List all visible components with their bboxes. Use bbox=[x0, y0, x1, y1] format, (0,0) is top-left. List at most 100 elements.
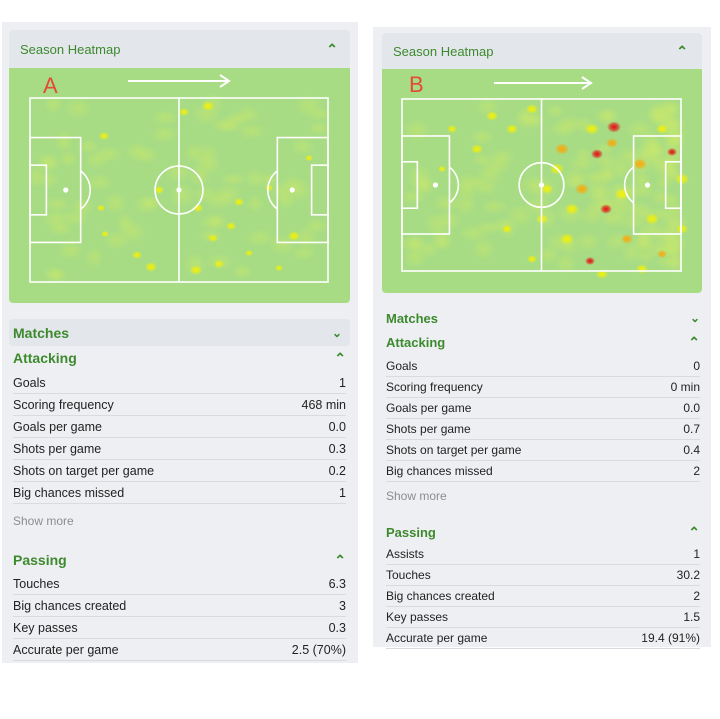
stat-value: 6.3 bbox=[328, 576, 346, 591]
stat-label: Shots per game bbox=[386, 422, 471, 436]
stat-row: Goals per game 0.0 bbox=[13, 416, 346, 438]
stat-row: Big chances created 3 bbox=[13, 595, 346, 617]
stat-label: Scoring frequency bbox=[386, 380, 483, 394]
stat-value: 0 min bbox=[670, 380, 700, 394]
stat-value: 30.2 bbox=[676, 568, 700, 582]
stat-row: Shots on target per game 0.4 bbox=[386, 440, 700, 461]
stat-label: Big chances created bbox=[386, 589, 495, 603]
stat-value: 1 bbox=[339, 485, 346, 500]
chevron-down-icon[interactable]: ⌄ bbox=[689, 311, 700, 325]
stat-value: 1.5 bbox=[683, 610, 700, 624]
season-heatmap-title: Season Heatmap bbox=[20, 41, 121, 57]
stat-row: Scoring frequency 468 min bbox=[13, 394, 346, 416]
stat-label: Touches bbox=[386, 568, 431, 582]
stat-row: Touches 30.2 bbox=[386, 565, 700, 586]
matches-section-header[interactable]: Matches ⌄ bbox=[386, 308, 700, 328]
show-more-link[interactable]: Show more bbox=[386, 489, 447, 503]
passing-section-header[interactable]: Passing ⌃ bbox=[13, 550, 346, 570]
stat-label: Goals bbox=[13, 375, 46, 390]
stat-row: Key passes 0.3 bbox=[13, 617, 346, 639]
heatmap-canvas bbox=[398, 96, 690, 279]
stat-value: 0.2 bbox=[328, 463, 346, 478]
stat-row: Shots per game 0.3 bbox=[13, 438, 346, 460]
attacking-section-header[interactable]: Attacking ⌃ bbox=[13, 348, 346, 368]
attacking-title: Attacking bbox=[386, 334, 446, 350]
panel-letter: B bbox=[409, 72, 424, 97]
stat-row: Touches 6.3 bbox=[13, 573, 346, 595]
player-stats-panel-a: Season Heatmap ⌃ A Matches ⌄ Attacking ⌃… bbox=[2, 22, 358, 663]
matches-section-header[interactable]: Matches ⌄ bbox=[9, 319, 350, 346]
chevron-up-icon[interactable]: ⌃ bbox=[334, 350, 346, 366]
season-heatmap-header[interactable]: Season Heatmap ⌃ bbox=[382, 33, 702, 69]
stat-value: 468 min bbox=[301, 397, 346, 412]
stat-value: 0 bbox=[693, 359, 700, 373]
stat-label: Touches bbox=[13, 576, 60, 591]
stat-value: 2 bbox=[693, 464, 700, 478]
stat-row: Goals 1 bbox=[13, 372, 346, 394]
attacking-section-header[interactable]: Attacking ⌃ bbox=[386, 332, 700, 352]
stat-value: 0.3 bbox=[328, 441, 346, 456]
stat-value: 0.0 bbox=[683, 401, 700, 415]
stat-label: Assists bbox=[386, 547, 425, 561]
stat-label: Big chances missed bbox=[386, 464, 493, 478]
stat-row: Assists 1 bbox=[386, 544, 700, 565]
heatmap-canvas bbox=[26, 93, 332, 284]
matches-title: Matches bbox=[13, 324, 70, 341]
stat-row: Scoring frequency 0 min bbox=[386, 377, 700, 398]
attack-direction-arrow-icon bbox=[494, 76, 593, 90]
stat-value: 0.4 bbox=[683, 443, 700, 457]
matches-title: Matches bbox=[386, 310, 439, 326]
stat-row: Goals per game 0.0 bbox=[386, 398, 700, 419]
passing-section-header[interactable]: Passing ⌃ bbox=[386, 522, 700, 542]
stat-value: 0.3 bbox=[328, 620, 346, 635]
stat-row: Big chances missed 2 bbox=[386, 461, 700, 482]
heat-blobs bbox=[398, 96, 690, 279]
stat-label: Goals per game bbox=[386, 401, 472, 415]
passing-title: Passing bbox=[13, 552, 67, 568]
pitch-lines bbox=[401, 98, 682, 272]
chevron-up-icon[interactable]: ⌃ bbox=[676, 43, 688, 59]
stat-row: Goals 0 bbox=[386, 356, 700, 377]
player-stats-panel-b: Season Heatmap ⌃ B Matches ⌄ Attacking ⌃… bbox=[373, 27, 711, 649]
stat-row: Key passes 1.5 bbox=[386, 607, 700, 628]
stat-label: Goals per game bbox=[13, 419, 102, 434]
panel-letter: A bbox=[43, 73, 58, 98]
stat-value: 2.5 (70%) bbox=[291, 642, 346, 657]
stat-label: Big chances missed bbox=[13, 485, 125, 500]
attack-direction-arrow-icon bbox=[128, 74, 231, 88]
stat-row: Accurate per game 19.4 (91%) bbox=[386, 628, 700, 649]
chevron-up-icon[interactable]: ⌃ bbox=[326, 41, 338, 57]
stat-label: Big chances created bbox=[13, 598, 127, 613]
stat-row: Accurate per game 2.5 (70%) bbox=[13, 639, 346, 661]
stat-label: Key passes bbox=[13, 620, 78, 635]
stat-label: Scoring frequency bbox=[13, 397, 114, 412]
stat-label: Key passes bbox=[386, 610, 449, 624]
stat-label: Goals bbox=[386, 359, 418, 373]
stat-label: Shots on target per game bbox=[13, 463, 155, 478]
show-more-link[interactable]: Show more bbox=[13, 514, 74, 528]
stat-label: Accurate per game bbox=[13, 642, 119, 657]
season-heatmap-header[interactable]: Season Heatmap ⌃ bbox=[9, 30, 350, 68]
chevron-up-icon[interactable]: ⌃ bbox=[688, 334, 700, 350]
stat-row: Shots per game 0.7 bbox=[386, 419, 700, 440]
season-heatmap-title: Season Heatmap bbox=[393, 43, 494, 59]
stat-value: 1 bbox=[693, 547, 700, 561]
stat-row: Big chances created 2 bbox=[386, 586, 700, 607]
stat-value: 2 bbox=[693, 589, 700, 603]
chevron-down-icon[interactable]: ⌄ bbox=[331, 325, 342, 340]
attacking-title: Attacking bbox=[13, 350, 77, 366]
stat-label: Shots per game bbox=[13, 441, 102, 456]
stat-value: 0.0 bbox=[328, 419, 346, 434]
stat-row: Big chances missed 1 bbox=[13, 482, 346, 504]
stat-label: Accurate per game bbox=[386, 631, 488, 645]
heatmap-pitch: A bbox=[9, 68, 350, 303]
stat-value: 1 bbox=[339, 375, 346, 390]
pitch-lines bbox=[29, 97, 329, 283]
heatmap-pitch: B bbox=[382, 69, 702, 293]
chevron-up-icon[interactable]: ⌃ bbox=[688, 524, 700, 540]
stat-row: Shots on target per game 0.2 bbox=[13, 460, 346, 482]
chevron-up-icon[interactable]: ⌃ bbox=[334, 552, 346, 568]
heat-blobs bbox=[26, 93, 332, 284]
passing-title: Passing bbox=[386, 524, 436, 540]
stat-label: Shots on target per game bbox=[386, 443, 522, 457]
